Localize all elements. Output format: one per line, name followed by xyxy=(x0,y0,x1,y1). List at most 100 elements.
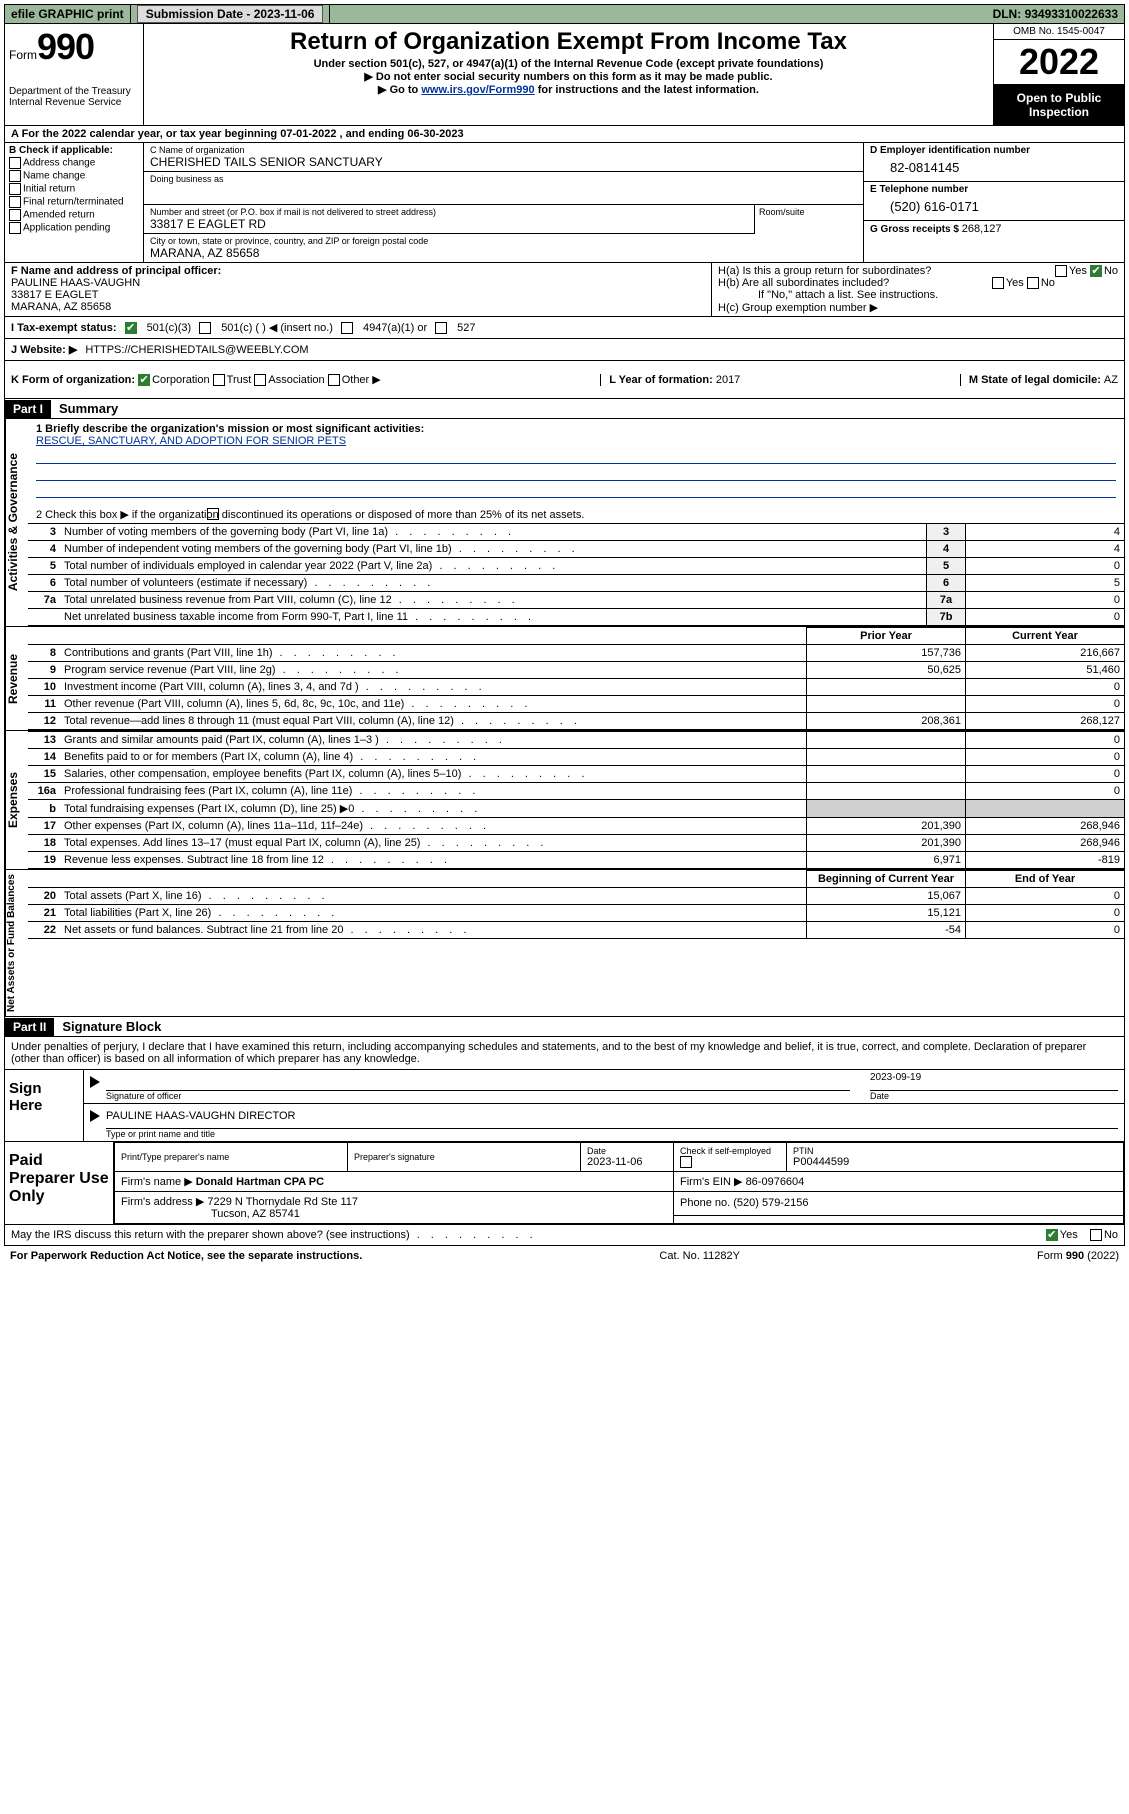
street-label: Number and street (or P.O. box if mail i… xyxy=(150,207,748,217)
form-of-org-row: K Form of organization: ✔Corporation Tru… xyxy=(4,361,1125,399)
table-row: Net unrelated business taxable income fr… xyxy=(28,609,1124,626)
table-row: 18Total expenses. Add lines 13–17 (must … xyxy=(28,835,1124,852)
governance-table: 3Number of voting members of the governi… xyxy=(28,523,1124,626)
arrow-icon xyxy=(90,1076,100,1088)
status-501c3[interactable]: ✔ xyxy=(125,322,137,334)
form-footer: Form 990 (2022) xyxy=(1037,1250,1119,1262)
gross-label: G Gross receipts $ xyxy=(870,224,962,235)
side-netassets: Net Assets or Fund Balances xyxy=(5,870,28,1016)
status-501c[interactable] xyxy=(199,322,211,334)
table-row: 11Other revenue (Part VIII, column (A), … xyxy=(28,696,1124,713)
paid-preparer-label: Paid Preparer Use Only xyxy=(5,1142,114,1224)
cb-application-pending[interactable]: Application pending xyxy=(9,222,139,234)
ha-no[interactable]: ✔ xyxy=(1090,265,1102,277)
table-row: 20Total assets (Part X, line 16)15,0670 xyxy=(28,888,1124,905)
cb-name-change[interactable]: Name change xyxy=(9,170,139,182)
submission-button[interactable]: Submission Date - 2023-11-06 xyxy=(137,5,324,23)
table-row: 14Benefits paid to or for members (Part … xyxy=(28,749,1124,766)
line2-checkbox[interactable] xyxy=(207,508,219,520)
hb-no[interactable] xyxy=(1027,277,1039,289)
sign-date-label: Date xyxy=(870,1091,1118,1101)
governance-block: Activities & Governance 1 Briefly descri… xyxy=(4,419,1125,627)
hb-yes[interactable] xyxy=(992,277,1004,289)
discuss-no[interactable] xyxy=(1090,1229,1102,1241)
netassets-table: Beginning of Current Year End of Year 20… xyxy=(28,870,1124,939)
discuss-yes[interactable]: ✔ xyxy=(1046,1229,1058,1241)
status-4947[interactable] xyxy=(341,322,353,334)
header-sub2: ▶ Do not enter social security numbers o… xyxy=(152,70,985,83)
principal-officer: F Name and address of principal officer:… xyxy=(5,263,712,316)
officer-group-row: F Name and address of principal officer:… xyxy=(4,263,1125,317)
form-number: Form990 xyxy=(9,26,139,68)
efile-topbar: efile GRAPHIC print Submission Date - 20… xyxy=(4,4,1125,24)
org-corp[interactable]: ✔ xyxy=(138,374,150,386)
col-b-heading: B Check if applicable: xyxy=(9,145,113,156)
room-suite-label: Room/suite xyxy=(755,205,863,234)
netassets-block: Net Assets or Fund Balances Beginning of… xyxy=(4,870,1125,1017)
efile-label: efile GRAPHIC print xyxy=(5,5,131,23)
omb-number: OMB No. 1545-0047 xyxy=(994,24,1124,40)
table-row: 22Net assets or fund balances. Subtract … xyxy=(28,922,1124,939)
status-527[interactable] xyxy=(435,322,447,334)
org-other[interactable] xyxy=(328,374,340,386)
open-inspection: Open to Public Inspection xyxy=(994,85,1124,125)
street-address: 33817 E EAGLET RD xyxy=(150,217,748,231)
org-name-label: C Name of organization xyxy=(150,145,857,155)
tax-period-row: A For the 2022 calendar year, or tax yea… xyxy=(4,126,1125,143)
footer-row: For Paperwork Reduction Act Notice, see … xyxy=(4,1246,1125,1266)
dln-cell: DLN: 93493310022633 xyxy=(987,5,1124,23)
officer-name: PAULINE HAAS-VAUGHN DIRECTOR xyxy=(106,1106,1118,1129)
sign-here-label: Sign Here xyxy=(5,1070,84,1141)
part-i-tag: Part I xyxy=(5,400,51,418)
dba-label: Doing business as xyxy=(150,174,857,184)
form-title: Return of Organization Exempt From Incom… xyxy=(152,28,985,56)
org-trust[interactable] xyxy=(213,374,225,386)
col-b-checkboxes: B Check if applicable: Address change Na… xyxy=(5,143,144,262)
mission-link[interactable]: RESCUE, SANCTUARY, AND ADOPTION FOR SENI… xyxy=(36,435,346,447)
paperwork-notice: For Paperwork Reduction Act Notice, see … xyxy=(10,1250,362,1262)
cb-final-return[interactable]: Final return/terminated xyxy=(9,196,139,208)
telephone-label: E Telephone number xyxy=(870,184,1118,195)
revenue-block: Revenue Prior Year Current Year 8Contrib… xyxy=(4,627,1125,731)
table-row: 5Total number of individuals employed in… xyxy=(28,558,1124,575)
discuss-row: May the IRS discuss this return with the… xyxy=(4,1225,1125,1246)
irs-link[interactable]: www.irs.gov/Form990 xyxy=(421,84,534,96)
cb-initial-return[interactable]: Initial return xyxy=(9,183,139,195)
cb-amended-return[interactable]: Amended return xyxy=(9,209,139,221)
officer-sig-label: Signature of officer xyxy=(106,1091,850,1101)
part-i-header: Part I Summary xyxy=(4,399,1125,419)
table-row: 19Revenue less expenses. Subtract line 1… xyxy=(28,852,1124,869)
website-row: J Website: ▶ HTTPS://CHERISHEDTAILS@WEEB… xyxy=(4,339,1125,361)
city-state-zip: MARANA, AZ 85658 xyxy=(150,246,857,260)
table-row: bTotal fundraising expenses (Part IX, co… xyxy=(28,800,1124,818)
table-row: 8Contributions and grants (Part VIII, li… xyxy=(28,645,1124,662)
catalog-no: Cat. No. 11282Y xyxy=(659,1250,740,1262)
entity-block: B Check if applicable: Address change Na… xyxy=(4,143,1125,263)
side-governance: Activities & Governance xyxy=(5,419,28,626)
table-row: 4Number of independent voting members of… xyxy=(28,541,1124,558)
cb-address-change[interactable]: Address change xyxy=(9,157,139,169)
side-expenses: Expenses xyxy=(5,731,28,869)
tax-exempt-status-row: I Tax-exempt status: ✔501(c)(3) 501(c) (… xyxy=(4,317,1125,339)
expenses-block: Expenses 13Grants and similar amounts pa… xyxy=(4,731,1125,870)
org-assoc[interactable] xyxy=(254,374,266,386)
self-employed-cb[interactable] xyxy=(680,1156,692,1168)
part-ii-title: Signature Block xyxy=(54,1017,169,1036)
part-ii-tag: Part II xyxy=(5,1018,54,1036)
gross-receipts: 268,127 xyxy=(962,223,1002,235)
table-row: 13Grants and similar amounts paid (Part … xyxy=(28,732,1124,749)
header-right: OMB No. 1545-0047 2022 Open to Public In… xyxy=(993,24,1124,125)
ein-label: D Employer identification number xyxy=(870,145,1118,156)
ha-yes[interactable] xyxy=(1055,265,1067,277)
header-center: Return of Organization Exempt From Incom… xyxy=(144,24,993,125)
header-sub3: ▶ Go to www.irs.gov/Form990 for instruct… xyxy=(152,83,985,96)
table-row: 3Number of voting members of the governi… xyxy=(28,524,1124,541)
table-row: 15Salaries, other compensation, employee… xyxy=(28,766,1124,783)
part-ii-header: Part II Signature Block xyxy=(4,1017,1125,1037)
part-i-title: Summary xyxy=(51,399,126,418)
submission-cell: Submission Date - 2023-11-06 xyxy=(131,5,331,23)
form-header: Form990 Department of the Treasury Inter… xyxy=(4,24,1125,126)
telephone-value: (520) 616-0171 xyxy=(870,195,1118,218)
header-sub1: Under section 501(c), 527, or 4947(a)(1)… xyxy=(152,58,985,70)
tax-year: 2022 xyxy=(994,40,1124,85)
